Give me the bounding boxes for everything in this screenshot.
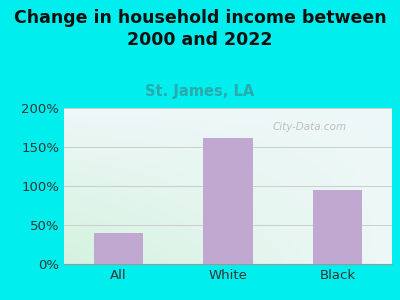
- Text: St. James, LA: St. James, LA: [145, 84, 255, 99]
- Text: Change in household income between
2000 and 2022: Change in household income between 2000 …: [14, 9, 386, 49]
- Bar: [94, 233, 143, 264]
- Text: City-Data.com: City-Data.com: [273, 122, 347, 132]
- Bar: [203, 138, 253, 264]
- Bar: [313, 190, 362, 264]
